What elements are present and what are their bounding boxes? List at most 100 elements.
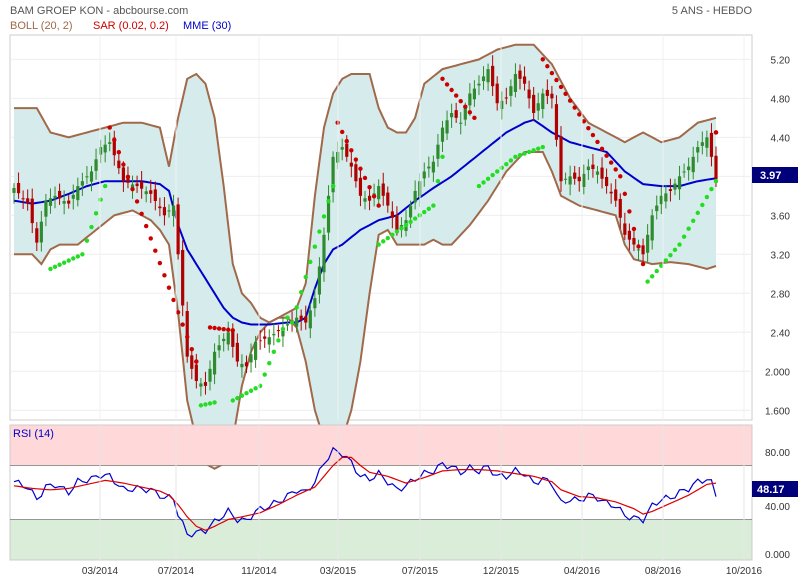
candle-body (459, 122, 463, 124)
candle-body (194, 364, 198, 382)
candle-body (21, 198, 25, 200)
x-tick-label: 10/2016 (726, 566, 763, 577)
sar-dot (330, 183, 336, 189)
sar-dot (444, 82, 450, 87)
legend-boll: BOLL (20, 2) (10, 20, 73, 32)
chart-period: 5 ANS - HEBDO (672, 5, 753, 17)
candle-body (509, 86, 513, 96)
sar-dot (627, 209, 632, 214)
sar-dot (422, 209, 427, 215)
candle-body (518, 70, 522, 79)
candle-body (491, 65, 495, 87)
sar-dot (207, 401, 213, 406)
candle-body (181, 249, 185, 306)
candle-body (208, 368, 212, 382)
sar-dot (654, 268, 659, 274)
sar-dot (549, 70, 555, 76)
candle-body (582, 173, 586, 187)
sar-dot (185, 334, 190, 340)
candle-body (655, 205, 659, 212)
sar-dot (554, 77, 559, 83)
sar-dot (536, 146, 541, 151)
sar-dot (403, 222, 409, 228)
candle-body (381, 183, 385, 196)
candle-body (641, 245, 645, 255)
candle-body (44, 200, 48, 217)
candle-body (377, 186, 381, 200)
sar-dot (52, 264, 58, 270)
sar-dot (517, 153, 523, 158)
candle-body (390, 211, 394, 218)
sar-dot (207, 325, 213, 330)
sar-dot (80, 252, 85, 257)
sar-dot (590, 132, 596, 138)
sar-dot (267, 360, 272, 366)
price-panel: 5.204.804.404.003.603.202.802.402.0001.6… (9, 34, 790, 470)
sar-dot (485, 176, 491, 181)
sar-dot (166, 285, 172, 290)
candle-body (422, 171, 426, 179)
sar-dot (248, 388, 254, 393)
sar-dot (89, 224, 94, 230)
sar-dot (203, 402, 208, 407)
sar-dot (139, 211, 144, 216)
candle-body (76, 186, 80, 201)
rsi-ytick-label: 40.00 (765, 502, 790, 513)
candle-body (536, 103, 540, 111)
bollinger-upper-line (14, 43, 717, 324)
candle-body (705, 137, 709, 148)
sar-dot (376, 203, 381, 208)
sar-dot (61, 260, 67, 265)
x-tick-label: 07/2014 (158, 566, 195, 577)
candle-body (212, 351, 217, 375)
candle-body (696, 147, 700, 153)
sar-dot (221, 326, 226, 332)
sar-dot (522, 151, 527, 156)
sar-dot (709, 186, 714, 192)
candle-body (618, 198, 622, 218)
sar-dot (476, 183, 482, 189)
bollinger-band-fill (14, 44, 716, 469)
sar-dot (125, 174, 131, 180)
candle-body (472, 88, 477, 100)
sar-dot (490, 172, 495, 178)
sar-dot (431, 203, 436, 208)
candle-body (646, 234, 650, 253)
candle-body (331, 156, 335, 193)
sar-dot (134, 199, 140, 204)
candle-body (85, 176, 89, 178)
candle-body (363, 198, 367, 202)
sar-dot (440, 154, 445, 160)
candle-body (35, 228, 39, 243)
chart-title: BAM GROEP KON - abcbourse.com (10, 5, 188, 17)
sar-dot (677, 242, 682, 247)
candle-body (632, 238, 636, 245)
sar-dot (385, 235, 390, 241)
candle-body (258, 340, 262, 342)
sar-dot (216, 326, 222, 331)
candle-body (153, 189, 157, 202)
price-ytick-label: 1.600 (765, 406, 790, 417)
x-tick-label: 03/2015 (320, 566, 357, 577)
sar-dot (285, 315, 290, 320)
candle-body (636, 249, 641, 251)
candle-body (668, 189, 673, 191)
legend-mme: MME (30) (183, 20, 231, 32)
sar-dot (572, 105, 577, 110)
candle-body (39, 221, 43, 243)
candle-body (295, 317, 299, 327)
candle-body (650, 215, 654, 241)
candle-body (532, 94, 536, 113)
sar-dot (276, 338, 281, 343)
sar-dot (376, 242, 381, 247)
sar-dot (280, 326, 286, 332)
sar-dot (189, 347, 194, 352)
sar-dot (604, 153, 609, 158)
candle-body (48, 198, 53, 206)
sar-dot (71, 256, 76, 261)
candle-body (481, 76, 486, 82)
sar-dot (622, 191, 628, 197)
sar-dot (631, 226, 637, 232)
candle-body (677, 176, 682, 190)
sar-dot (84, 238, 90, 243)
